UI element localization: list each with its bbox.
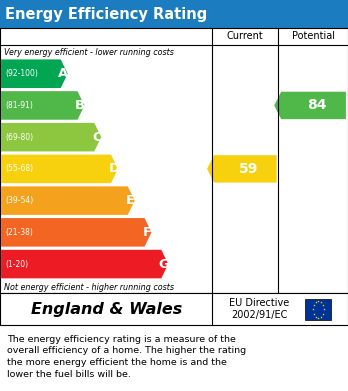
Bar — [0, 293, 348, 325]
Polygon shape — [207, 155, 277, 183]
Bar — [0, 0, 348, 28]
Text: 59: 59 — [239, 162, 259, 176]
Polygon shape — [1, 59, 68, 88]
Text: (55-68): (55-68) — [5, 164, 33, 173]
Text: B: B — [75, 99, 85, 112]
Text: Potential: Potential — [292, 31, 335, 41]
Text: F: F — [143, 226, 152, 239]
Text: Current: Current — [227, 31, 264, 41]
Text: Very energy efficient - lower running costs: Very energy efficient - lower running co… — [4, 47, 174, 57]
Text: EU Directive
2002/91/EC: EU Directive 2002/91/EC — [229, 298, 290, 320]
Text: C: C — [92, 131, 102, 143]
Text: 84: 84 — [307, 99, 327, 113]
Text: England & Wales: England & Wales — [31, 302, 182, 317]
Polygon shape — [1, 250, 168, 278]
Text: A: A — [58, 67, 69, 80]
Text: (1-20): (1-20) — [5, 260, 28, 269]
Bar — [0, 28, 348, 293]
Text: (92-100): (92-100) — [5, 69, 38, 78]
Text: The energy efficiency rating is a measure of the
overall efficiency of a home. T: The energy efficiency rating is a measur… — [7, 335, 246, 379]
Text: E: E — [126, 194, 135, 207]
Polygon shape — [1, 187, 135, 215]
Polygon shape — [1, 154, 118, 183]
Text: D: D — [108, 162, 119, 176]
Polygon shape — [1, 218, 151, 247]
Text: (39-54): (39-54) — [5, 196, 33, 205]
Polygon shape — [274, 92, 346, 119]
Polygon shape — [1, 123, 101, 151]
Text: (69-80): (69-80) — [5, 133, 33, 142]
Text: G: G — [159, 258, 169, 271]
Text: (81-91): (81-91) — [5, 101, 33, 110]
Text: Not energy efficient - higher running costs: Not energy efficient - higher running co… — [4, 283, 174, 292]
Polygon shape — [1, 91, 85, 120]
Bar — [306, 299, 331, 320]
Text: (21-38): (21-38) — [5, 228, 33, 237]
Text: Energy Efficiency Rating: Energy Efficiency Rating — [5, 7, 207, 22]
